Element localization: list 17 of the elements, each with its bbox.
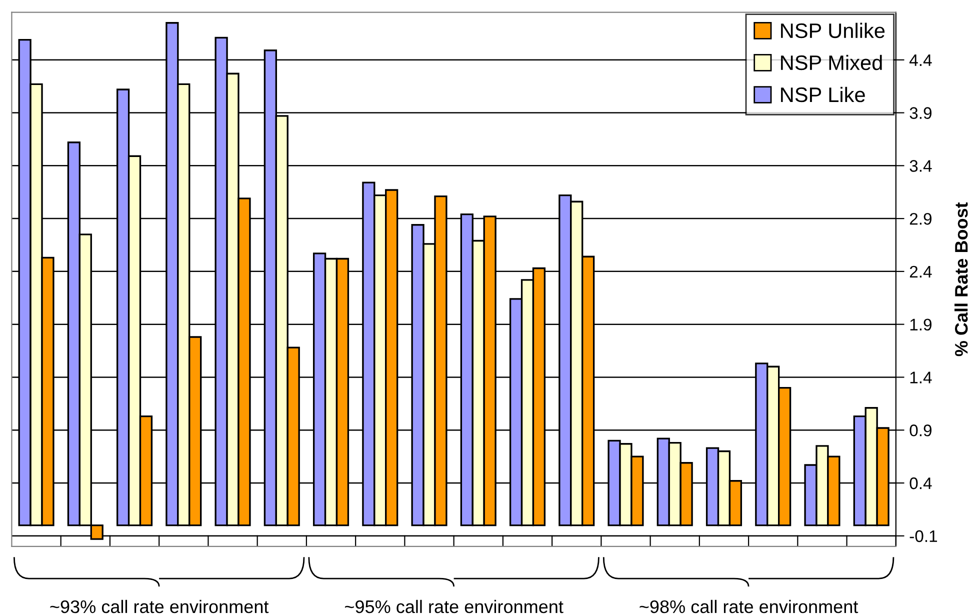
text: ~98% call rate environment: [640, 600, 858, 614]
y-tick-label: 3.4: [910, 160, 932, 172]
y-tick-label: 1.4: [910, 372, 932, 384]
y-tick-label: 0.9: [910, 424, 932, 436]
y-tick-label: 1.9: [910, 318, 932, 331]
text: ~95% call rate environment: [344, 600, 564, 614]
y-tick-label: -0.1: [910, 530, 938, 542]
y-tick-label: 2.4: [910, 266, 932, 278]
legend-label: NSP Mixed: [781, 54, 882, 70]
legend-label: NSP Like: [781, 86, 865, 102]
text: ~93% call rate environment: [50, 600, 269, 614]
legend-label: NSP Unlike: [781, 22, 885, 38]
y-tick-label: 4.4: [909, 54, 932, 66]
y-tick-label: 0.4: [910, 477, 932, 490]
y-axis-title: % Call Rate Boost: [954, 202, 968, 356]
y-tick-label: 2.9: [910, 212, 932, 225]
y-tick-label: 3.9: [910, 107, 932, 119]
